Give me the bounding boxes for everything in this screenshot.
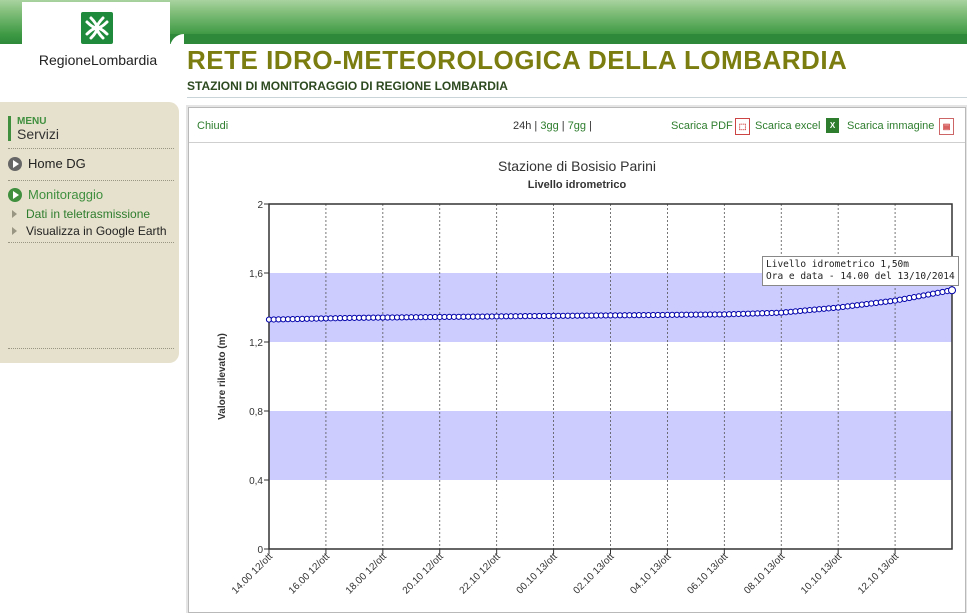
sidebar-divider — [8, 180, 174, 181]
play-circle-icon — [8, 156, 22, 171]
sidebar-menu: MENU Servizi Home DG Monitoraggio Dati i… — [0, 102, 179, 363]
image-file-icon[interactable]: ▤ — [939, 118, 954, 135]
x-tick-label: 10.10 13/ott — [799, 551, 844, 596]
y-tick-label: 0,8 — [249, 407, 263, 418]
y-tick-label: 1,2 — [249, 338, 263, 349]
period-7gg-link[interactable]: 7gg — [567, 120, 587, 132]
tooltip-line-2: Ora e data - 14.00 del 13/10/2014 — [766, 271, 955, 282]
period-selector: 24h | 3gg | 7gg | — [513, 120, 592, 132]
download-image-link[interactable]: Scarica immagine — [847, 120, 935, 132]
x-tick-label: 02.10 13/ott — [571, 551, 616, 596]
menu-heading: MENU Servizi — [8, 116, 59, 141]
header-divider — [187, 97, 967, 98]
menu-label: MENU — [17, 116, 47, 127]
sidebar-item-monitoraggio[interactable]: Monitoraggio — [8, 187, 103, 202]
y-tick-label: 0 — [257, 545, 263, 556]
sidebar-divider — [8, 148, 174, 149]
y-tick-label: 0,4 — [249, 476, 263, 487]
header-strip — [170, 34, 967, 78]
sidebar-subitem-label: Dati in teletrasmissione — [26, 207, 151, 221]
page-title: RETE IDRO-METEOROLOGICA DELLA LOMBARDIA — [187, 45, 848, 75]
chart-toolbar: Chiudi 24h | 3gg | 7gg | Scarica PDF ⬚ S… — [189, 108, 965, 143]
download-excel-link[interactable]: Scarica excel — [755, 120, 821, 132]
sidebar-subitem-google-earth[interactable]: Visualizza in Google Earth — [12, 224, 167, 238]
lombardia-rose-icon — [81, 12, 113, 44]
y-tick-label: 1,6 — [249, 269, 263, 280]
sidebar-item-label: Home DG — [28, 156, 86, 171]
chart-title: Stazione di Bosisio Parini — [498, 158, 656, 174]
plot-area-frame — [268, 203, 953, 550]
period-separator: | — [561, 120, 565, 132]
sidebar-subitem-label: Visualizza in Google Earth — [26, 224, 167, 238]
y-tick-label: 2 — [257, 200, 263, 211]
tooltip-line-1: Livello idrometrico 1,50m — [766, 259, 909, 270]
pdf-file-icon[interactable]: ⬚ — [735, 118, 750, 135]
close-link[interactable]: Chiudi — [197, 120, 229, 132]
excel-file-icon[interactable]: X — [826, 118, 839, 133]
triangle-right-icon — [12, 227, 17, 235]
download-pdf-link[interactable]: Scarica PDF — [671, 120, 733, 132]
period-separator: | — [534, 120, 538, 132]
sidebar-divider — [8, 242, 174, 243]
sidebar-item-label: Monitoraggio — [28, 187, 104, 202]
x-tick-label: 06.10 13/ott — [685, 551, 730, 596]
menu-title: Servizi — [17, 126, 60, 142]
water-level-chart: 0 0,4 0,8 1,2 1,6 2 14.00 12/ott 16.00 12/ott 1… — [217, 200, 956, 596]
logo-text: RegioneLombardia — [38, 52, 158, 68]
x-tick-label: 08.10 13/ott — [742, 551, 787, 596]
chart-subtitle: Livello idrometrico — [527, 179, 627, 191]
page-subtitle: STAZIONI DI MONITORAGGIO DI REGIONE LOMB… — [187, 79, 508, 93]
y-axis-label: Valore rilevato (m) — [217, 333, 228, 420]
period-separator: | — [589, 120, 592, 132]
triangle-right-icon — [12, 210, 17, 218]
x-tick-label: 00.10 13/ott — [515, 551, 560, 596]
x-tick-label: 16.00 12/ott — [287, 551, 332, 596]
sidebar-item-home-dg[interactable]: Home DG — [8, 156, 86, 171]
data-point[interactable] — [948, 286, 956, 295]
x-tick-label: 12.10 13/ott — [856, 551, 901, 596]
sidebar-subitem-teletrasmissione[interactable]: Dati in teletrasmissione — [12, 207, 150, 221]
x-tick-label: 20.10 12/ott — [401, 551, 446, 596]
period-3gg-link[interactable]: 3gg — [540, 120, 559, 132]
x-tick-label: 04.10 13/ott — [628, 551, 673, 596]
x-tick-label: 22.10 12/ott — [458, 551, 503, 596]
period-24h[interactable]: 24h — [513, 120, 532, 132]
chart-popup: Chiudi 24h | 3gg | 7gg | Scarica PDF ⬚ S… — [188, 107, 966, 613]
play-circle-icon — [8, 187, 22, 202]
logo[interactable]: RegioneLombardia — [22, 2, 170, 76]
x-tick-label: 14.00 12/ott — [230, 551, 275, 596]
sidebar-divider — [8, 348, 174, 349]
x-tick-label: 18.00 12/ott — [344, 551, 389, 596]
data-tooltip: Livello idrometrico 1,50m Ora e data - 1… — [762, 256, 959, 286]
